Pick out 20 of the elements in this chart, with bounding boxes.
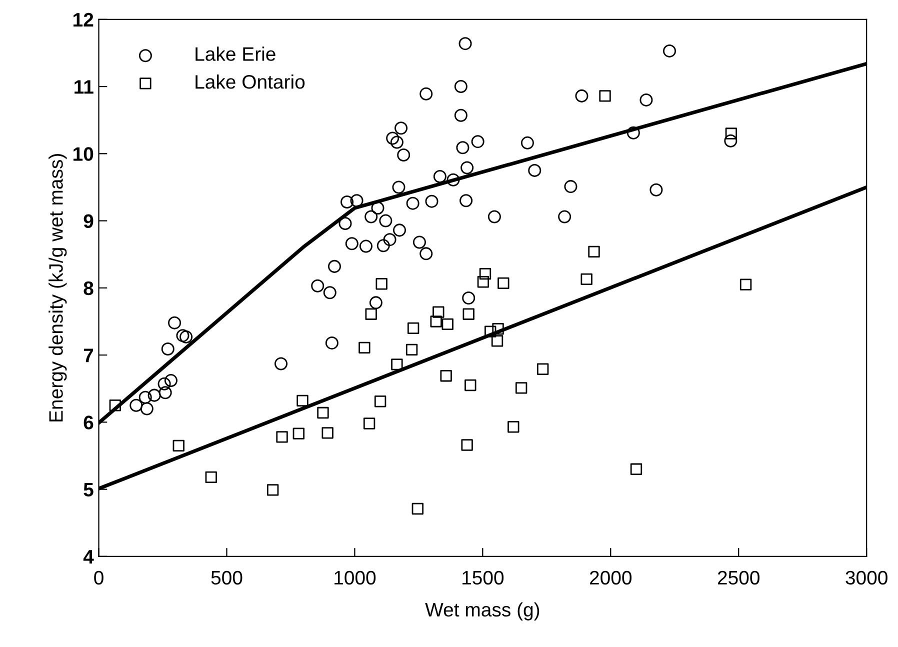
x-tick-label: 500 bbox=[211, 570, 242, 585]
y-tick-label: 8 bbox=[84, 281, 94, 296]
y-tick-label: 4 bbox=[83, 550, 94, 564]
y-tick-label: 6 bbox=[84, 416, 94, 430]
x-tick-label: 1000 bbox=[334, 570, 376, 585]
x-tick-label: 2000 bbox=[590, 570, 632, 585]
y-tick-label: 10 bbox=[74, 147, 94, 161]
legend-label: Lake Ontario bbox=[196, 74, 305, 89]
y-tick-label: 7 bbox=[84, 348, 94, 362]
x-tick-label: 2500 bbox=[718, 570, 760, 585]
x-axis-title: Wet mass (g) bbox=[425, 602, 540, 620]
x-tick-label: 1500 bbox=[462, 570, 504, 585]
x-tick-label: 3000 bbox=[846, 570, 888, 585]
y-tick-label: 9 bbox=[84, 214, 94, 228]
x-tick-label: 0 bbox=[94, 570, 104, 585]
y-tick-label: 11 bbox=[74, 80, 94, 94]
legend-label: Lake Erie bbox=[196, 46, 276, 61]
y-tick-label: 5 bbox=[84, 482, 94, 497]
y-axis-title: Energy density (kJ/g wet mass) bbox=[48, 154, 67, 422]
y-tick-label: 12 bbox=[74, 12, 94, 26]
